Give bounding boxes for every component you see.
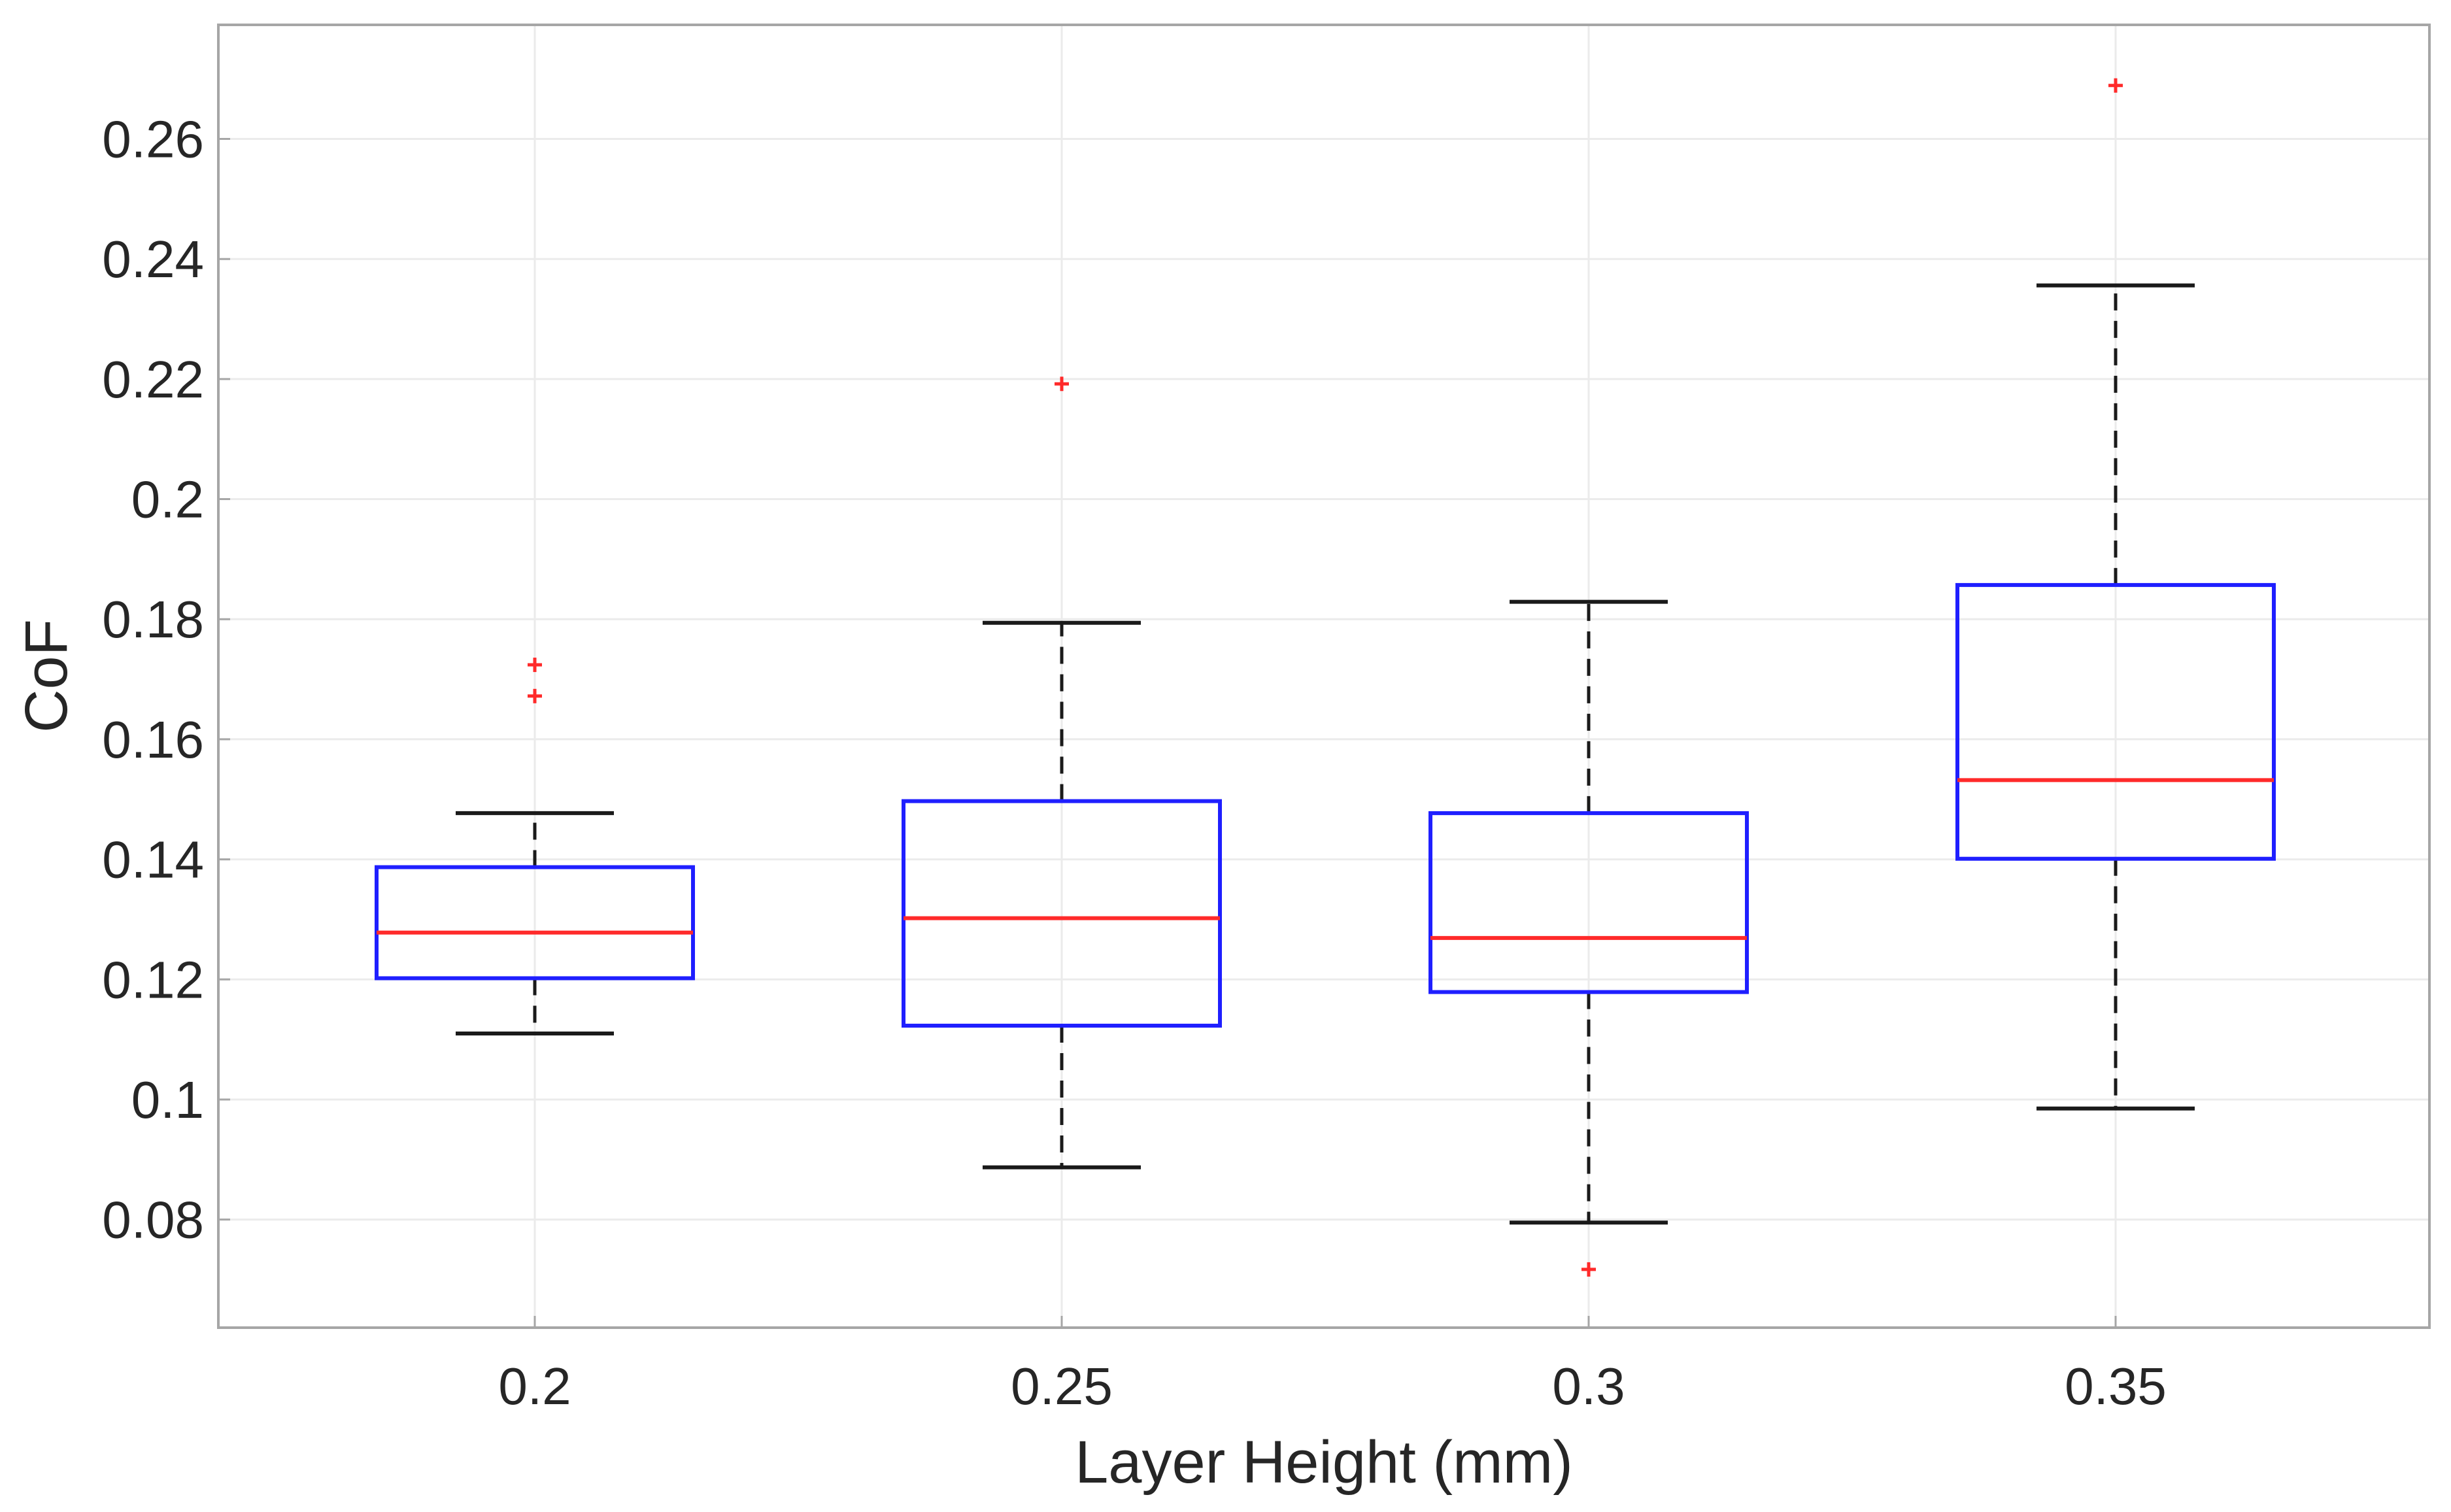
x-tick-label: 0.25 xyxy=(1011,1357,1113,1415)
iqr-box xyxy=(1955,582,2276,861)
iqr-box xyxy=(902,799,1222,1028)
box-series xyxy=(375,78,2276,1277)
y-tick-label: 0.24 xyxy=(102,230,204,288)
x-axis-label: Layer Height (mm) xyxy=(1075,1429,1573,1496)
box-group-0.35 xyxy=(1955,78,2276,1111)
y-tick-label: 0.12 xyxy=(102,950,204,1009)
y-tick-label: 0.14 xyxy=(102,831,204,889)
box-group-0.3 xyxy=(1428,599,1749,1277)
y-tick-label: 0.2 xyxy=(131,471,204,529)
tick-labels: 0.08 0.1 0.12 0.14 0.16 0.18 0.2 0.22 0.24 0.26 0.… xyxy=(102,110,2167,1415)
outlier-marker xyxy=(1581,1262,1596,1277)
box-group-0.25 xyxy=(902,377,1222,1169)
y-tick-label: 0.26 xyxy=(102,110,204,169)
outlier-marker xyxy=(528,688,542,703)
y-tick-label: 0.22 xyxy=(102,350,204,409)
y-tick-label: 0.18 xyxy=(102,590,204,648)
x-tick-label: 0.2 xyxy=(498,1357,571,1415)
outlier-marker xyxy=(528,658,542,673)
plot-area xyxy=(218,25,2429,1328)
y-tick-label: 0.1 xyxy=(131,1071,204,1129)
outlier-marker xyxy=(1055,377,1069,392)
iqr-box xyxy=(1428,811,1749,994)
y-tick-label: 0.08 xyxy=(102,1191,204,1249)
outlier-marker xyxy=(2108,78,2123,93)
x-tick-label: 0.35 xyxy=(2065,1357,2167,1415)
iqr-box xyxy=(375,865,695,981)
box-group-0.2 xyxy=(375,658,695,1035)
axes-frame xyxy=(217,24,2431,1329)
y-axis-label: CoF xyxy=(13,619,80,733)
x-tick-label: 0.3 xyxy=(1552,1357,1625,1415)
y-tick-label: 0.16 xyxy=(102,711,204,769)
